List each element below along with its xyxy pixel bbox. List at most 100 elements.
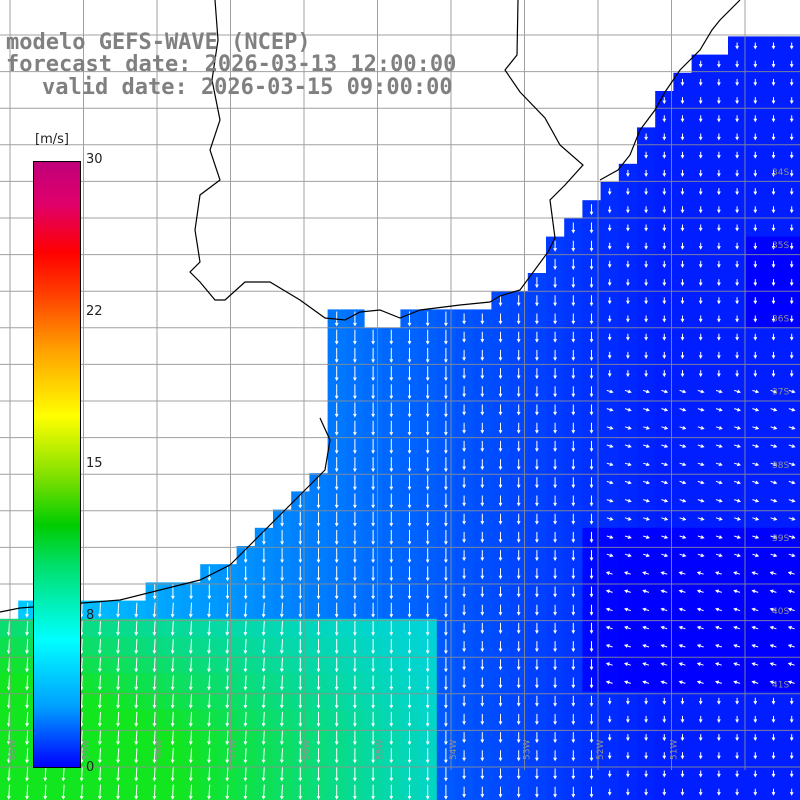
wind-arrow — [626, 169, 630, 177]
wind-arrow — [279, 784, 284, 800]
wind-arrow — [680, 78, 685, 86]
wind-arrow — [553, 604, 557, 616]
wind-arrow — [316, 620, 321, 636]
wind-arrow — [787, 589, 795, 594]
wind-arrow — [225, 639, 230, 655]
wind-arrow — [571, 732, 576, 744]
wind-arrow — [298, 675, 303, 691]
longitude-label: 54W — [449, 740, 459, 760]
wind-arrow — [462, 422, 466, 434]
wind-arrow — [316, 693, 321, 709]
wind-arrow — [498, 422, 503, 434]
wind-arrow — [697, 498, 705, 503]
wind-arrow — [789, 697, 794, 705]
wind-arrow — [735, 734, 739, 742]
wind-arrow — [753, 42, 758, 50]
wind-arrow — [589, 695, 594, 707]
wind-arrow — [516, 586, 521, 598]
wind-arrow — [662, 333, 667, 341]
wind-arrow — [516, 531, 521, 543]
wind-arrow — [571, 677, 576, 689]
wind-arrow — [571, 495, 576, 507]
wind-arrow — [535, 641, 539, 653]
wind-arrow — [680, 333, 685, 341]
colorbar-tick-15: 15 — [86, 456, 103, 471]
wind-arrow — [735, 315, 739, 323]
wind-arrow — [425, 475, 430, 491]
wind-arrow — [425, 311, 430, 327]
wind-arrow — [735, 770, 739, 778]
wind-arrow — [498, 786, 503, 798]
wind-arrow — [626, 715, 630, 723]
wind-arrow — [771, 715, 776, 723]
wind-arrow — [480, 586, 485, 598]
wind-arrow — [261, 766, 266, 782]
wind-arrow — [770, 426, 778, 430]
wind-arrow — [589, 768, 594, 780]
wind-arrow — [717, 60, 721, 68]
wind-arrow — [589, 477, 594, 489]
wind-arrow — [207, 639, 211, 655]
wind-arrow — [334, 657, 339, 673]
wind-arrow — [425, 639, 430, 655]
wind-arrow — [116, 657, 120, 673]
wind-arrow — [389, 347, 394, 363]
wind-arrow — [334, 420, 339, 436]
wind-arrow — [462, 313, 466, 325]
wind-arrow — [624, 553, 632, 558]
wind-arrow — [698, 97, 703, 105]
wind-arrow — [571, 586, 576, 598]
wind-arrow — [225, 620, 230, 636]
wind-arrow — [298, 748, 303, 764]
wind-arrow — [152, 693, 157, 709]
wind-arrow — [589, 240, 594, 252]
wind-arrow — [389, 693, 394, 709]
wind-arrow — [607, 279, 612, 287]
wind-arrow — [789, 315, 794, 323]
wind-arrow — [425, 675, 430, 691]
wind-arrow — [605, 644, 613, 648]
wind-arrow — [697, 389, 705, 394]
wind-arrow — [480, 695, 485, 707]
wind-arrow — [787, 571, 795, 575]
wind-arrow — [25, 675, 29, 691]
wind-arrow — [789, 188, 794, 196]
wind-arrow — [553, 641, 557, 653]
wind-arrow — [444, 566, 448, 582]
wind-arrow — [662, 133, 667, 141]
wind-arrow — [771, 60, 776, 68]
wind-arrow — [660, 644, 668, 648]
wind-arrow — [444, 675, 448, 691]
wind-arrow — [624, 444, 632, 448]
wind-arrow — [134, 784, 139, 800]
wind-arrow — [662, 734, 667, 742]
wind-arrow — [642, 680, 650, 685]
wind-arrow — [407, 693, 412, 709]
wind-arrow — [170, 711, 175, 727]
coastline-east — [599, 0, 741, 181]
wind-arrow — [789, 279, 794, 287]
wind-arrow — [735, 42, 739, 50]
wind-arrow — [425, 511, 430, 527]
wind-arrow — [661, 407, 669, 412]
wind-arrow — [516, 568, 521, 580]
wind-arrow — [498, 295, 503, 307]
wind-arrow — [571, 422, 576, 434]
wind-arrow — [661, 517, 669, 521]
wind-arrow — [188, 675, 193, 691]
wind-arrow — [535, 604, 539, 616]
wind-arrow — [243, 620, 248, 636]
wind-arrow — [97, 693, 102, 709]
wind-arrow — [425, 620, 430, 636]
wind-arrow — [279, 748, 284, 764]
wind-arrow — [589, 222, 594, 234]
wind-arrow — [498, 750, 503, 762]
wind-arrow — [717, 242, 721, 250]
wind-arrow — [353, 384, 357, 400]
wind-arrow — [334, 384, 339, 400]
wind-arrow — [571, 513, 576, 525]
wind-arrow — [735, 206, 739, 214]
wind-arrow — [662, 206, 667, 214]
wind-arrow — [735, 260, 739, 268]
wind-arrow — [353, 329, 357, 345]
